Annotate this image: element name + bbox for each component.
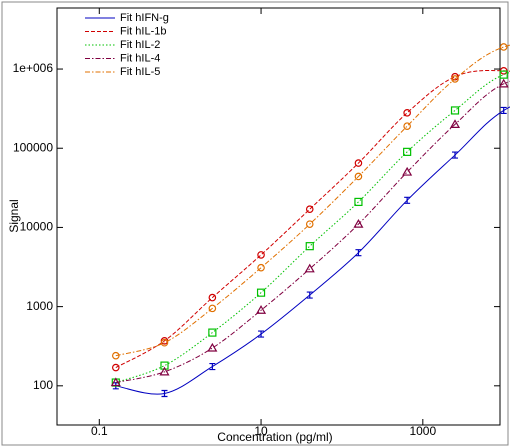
marker (208, 304, 217, 313)
marker (500, 106, 507, 115)
marker (256, 288, 266, 297)
marker (258, 330, 265, 338)
x-tick-label: 1000 (409, 424, 436, 438)
fit-line (115, 71, 510, 384)
legend-label: Fit hIL-5 (120, 66, 160, 78)
marker (354, 197, 363, 207)
marker (208, 293, 217, 302)
legend-label: Fit hIL-4 (120, 52, 160, 64)
fit-line (115, 80, 510, 384)
marker (499, 70, 508, 79)
y-axis-label: Signal (7, 199, 21, 232)
x-axis-label: Concentration (pg/ml) (217, 430, 332, 444)
marker (207, 342, 218, 352)
legend-label: Fit hIFN-g (120, 12, 169, 24)
marker (450, 106, 460, 115)
y-tick-label: 1e+006 (13, 61, 54, 75)
marker (305, 205, 314, 213)
legend-label: Fit hIL-1b (120, 25, 166, 37)
marker (160, 361, 169, 370)
fit-line (115, 44, 510, 357)
marker (305, 220, 314, 228)
marker (451, 72, 459, 81)
marker (403, 147, 412, 156)
x-tick-label: 0.1 (91, 424, 108, 438)
y-tick-label: 100 (33, 378, 53, 392)
marker (306, 291, 313, 299)
marker (403, 109, 411, 117)
y-tick-label: 100000 (13, 140, 53, 154)
marker (160, 338, 169, 347)
y-tick-label: 1000 (26, 299, 53, 313)
marker (112, 363, 120, 372)
marker (112, 351, 120, 360)
marker (161, 389, 168, 398)
marker (451, 75, 459, 83)
marker (209, 362, 216, 371)
marker (403, 122, 411, 130)
legend-label: Fit hIL-2 (120, 39, 160, 51)
marker (354, 159, 363, 167)
marker (208, 328, 217, 337)
marker (257, 263, 265, 272)
marker (305, 242, 314, 251)
marker (353, 218, 364, 228)
marker (257, 251, 265, 259)
fit-line (115, 106, 510, 395)
marker (449, 119, 461, 128)
marker (498, 78, 509, 88)
marker (256, 305, 267, 314)
marker (404, 196, 411, 204)
x-tick-label: 10 (254, 424, 268, 438)
marker (499, 43, 508, 51)
marker (355, 249, 362, 257)
y-tick-label: 10000 (20, 220, 54, 234)
fit-line (115, 69, 510, 369)
marker (402, 166, 413, 176)
marker (159, 366, 170, 376)
marker (452, 151, 459, 159)
marker (354, 172, 363, 181)
marker (110, 377, 121, 387)
marker (304, 263, 315, 273)
plot-area (56, 7, 501, 426)
